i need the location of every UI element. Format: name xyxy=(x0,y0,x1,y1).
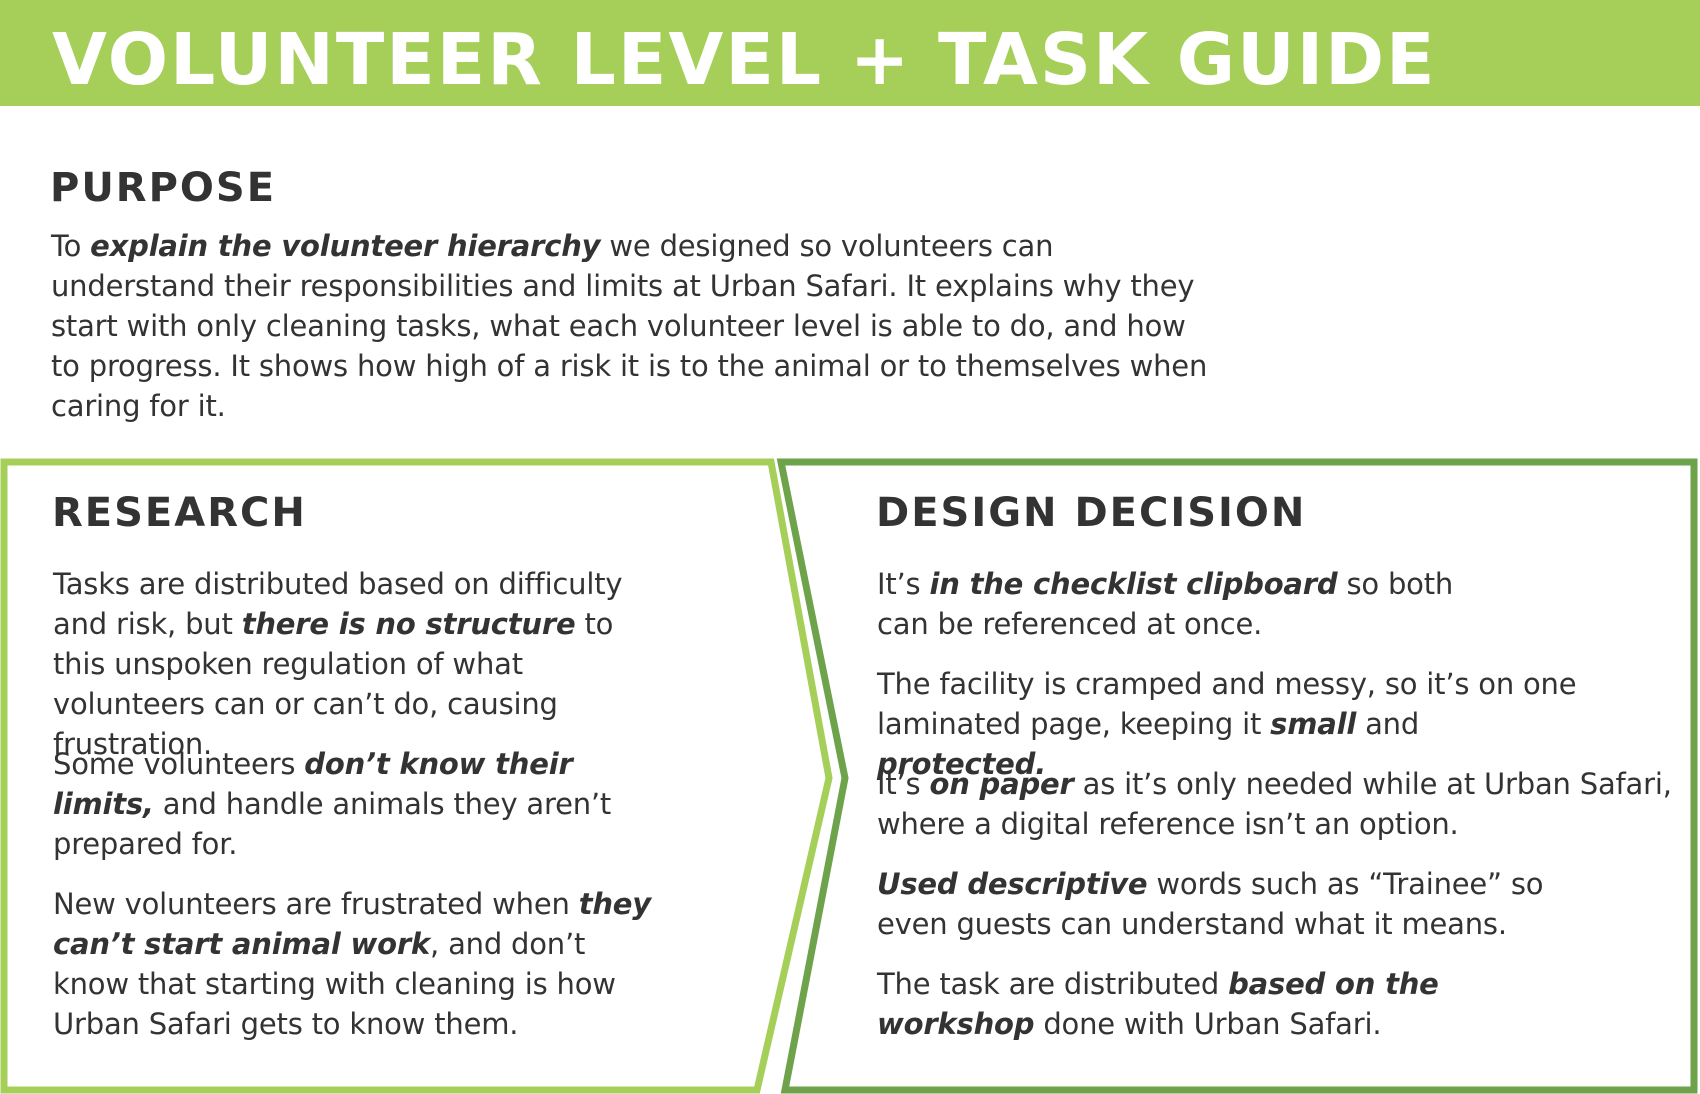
emphasis-text: small xyxy=(1270,707,1357,741)
emphasis-text: in the checklist clipboard xyxy=(929,567,1338,601)
page-title: VOLUNTEER LEVEL + TASK GUIDE xyxy=(52,18,1437,101)
emphasis-text: protected. xyxy=(877,747,1047,781)
emphasis-text: they can’t start animal work xyxy=(53,887,651,961)
emphasis-text: Used descriptive xyxy=(877,867,1148,901)
emphasis-text: there is no structure xyxy=(241,607,576,641)
emphasis-text: based on the workshop xyxy=(877,967,1439,1041)
purpose-text: To explain the volunteer hierarchy we de… xyxy=(51,229,1208,423)
design-paragraph-3: It’s on paper as it’s only needed while … xyxy=(877,767,1672,841)
title-banner: VOLUNTEER LEVEL + TASK GUIDE xyxy=(0,0,1700,106)
purpose-heading: PURPOSE xyxy=(50,165,277,211)
design-paragraph-2: The facility is cramped and messy, so it… xyxy=(877,667,1577,781)
emphasis-text: explain the volunteer hierarchy xyxy=(90,229,601,263)
design-paragraph-4: Used descriptive words such as “Trainee”… xyxy=(877,867,1544,941)
emphasis-text: on paper xyxy=(929,767,1074,801)
research-paragraph-3: New volunteers are frustrated when they … xyxy=(53,887,651,1041)
design-frame xyxy=(776,458,1698,1094)
research-paragraph-1: Tasks are distributed based on difficult… xyxy=(53,567,623,761)
research-frame xyxy=(0,458,833,1094)
emphasis-text: don’t know their limits, xyxy=(53,747,573,821)
design-paragraph-5: The task are distributed based on the wo… xyxy=(877,967,1439,1041)
research-heading: RESEARCH xyxy=(52,490,307,536)
research-paragraph-2: Some volunteers don’t know their limits,… xyxy=(53,747,612,861)
design-heading: DESIGN DECISION xyxy=(876,490,1307,536)
design-paragraph-1: It’s in the checklist clipboard so both … xyxy=(877,567,1454,641)
